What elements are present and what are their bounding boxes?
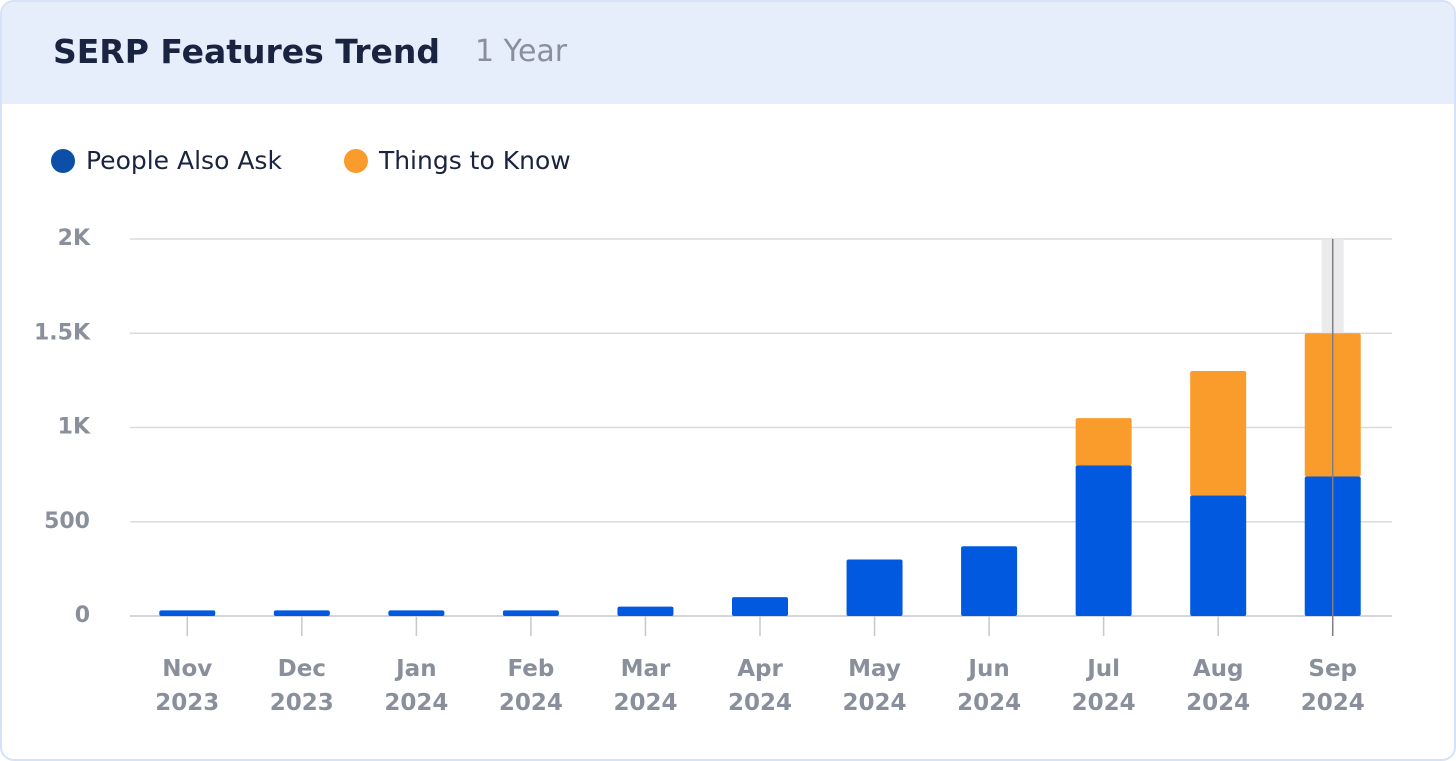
x-tick-label: Jun 2024	[957, 656, 1022, 716]
bar-segment	[1190, 370, 1247, 496]
x-tick-label: Feb 2024	[498, 656, 563, 716]
x-tick-label: Apr 2024	[727, 656, 792, 716]
x-tick-label: Sep 2024	[1300, 656, 1365, 716]
bar-segment	[388, 610, 445, 616]
bar-segment	[961, 546, 1018, 616]
legend-label: Things to Know	[378, 146, 571, 175]
card-header: SERP Features Trend 1 Year	[2, 2, 1454, 104]
x-tick-label: Jul 2024	[1071, 656, 1136, 716]
x-tick-label: Nov 2023	[155, 656, 220, 716]
x-tick-label: Jan 2024	[384, 656, 449, 716]
bar-segment	[1075, 418, 1132, 466]
bar-segment	[732, 597, 788, 616]
chart-subtitle: 1 Year	[475, 34, 568, 69]
x-tick-label: Aug 2024	[1186, 656, 1251, 716]
x-tick-label: May 2024	[842, 656, 907, 716]
bar-segment	[502, 610, 559, 616]
y-tick-label: 0	[75, 603, 90, 628]
bar-segment	[1190, 495, 1247, 616]
bar-segment	[846, 559, 903, 616]
chart-title: SERP Features Trend	[53, 32, 440, 71]
y-tick-label: 1K	[58, 415, 91, 440]
bar-segment	[273, 610, 330, 616]
legend-marker	[51, 149, 75, 173]
y-tick-label: 1.5K	[34, 320, 91, 345]
legend-label: People Also Ask	[86, 146, 282, 175]
x-tick-label: Mar 2024	[613, 656, 678, 716]
bar-segment	[617, 606, 674, 616]
y-tick-label: 500	[44, 509, 90, 534]
y-tick-label: 2K	[58, 226, 91, 251]
bar-segment	[1075, 465, 1132, 616]
x-tick-label: Dec 2023	[269, 656, 334, 716]
bar-segment	[159, 610, 216, 616]
legend-marker	[343, 149, 368, 173]
